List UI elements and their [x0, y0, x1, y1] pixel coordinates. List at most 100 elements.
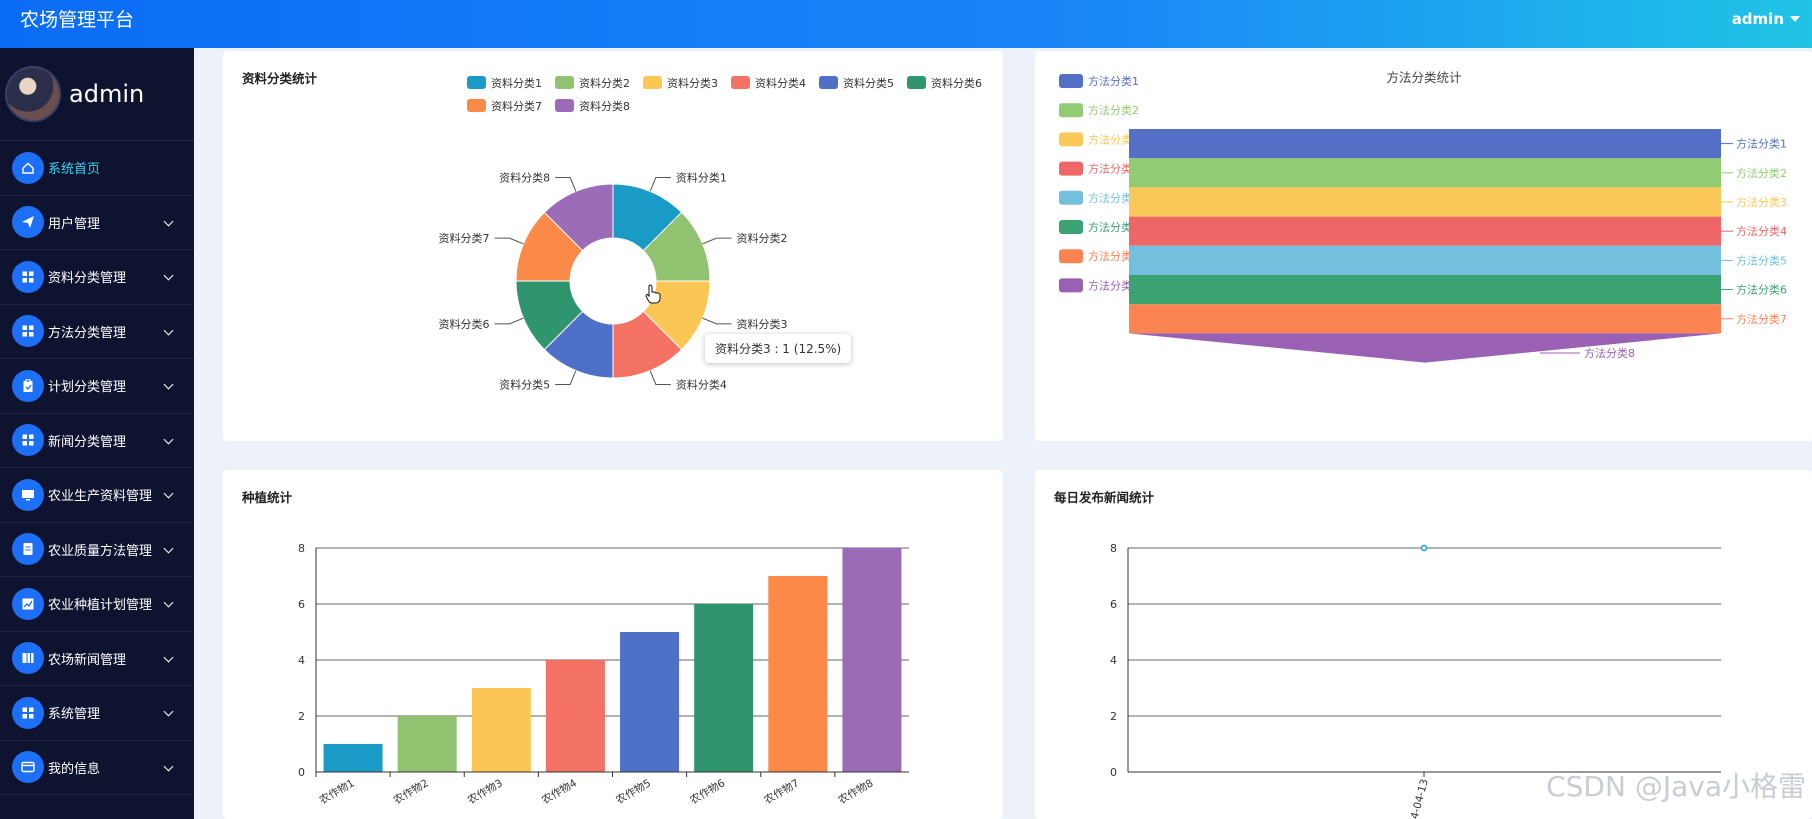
sidebar-item[interactable]: 农场新闻管理: [0, 632, 194, 686]
legend-swatch: [1059, 161, 1083, 176]
y-tick-label: 2: [298, 710, 305, 723]
bar[interactable]: [694, 604, 754, 772]
legend-label: 方法分类4: [1088, 162, 1139, 176]
funnel-chart-panel: 方法分类统计 方法分类1 方法分类2 方法分类3 方法分类4 方法分类5 方法分类6 方法分类…: [1035, 51, 1812, 441]
x-tick-label: 农作物3: [465, 776, 505, 806]
legend-label: 资料分类1: [491, 76, 542, 90]
chevron-down-icon: [163, 434, 174, 444]
grid-icon: [12, 315, 44, 348]
funnel-segment[interactable]: [1129, 304, 1721, 334]
pie-slice[interactable]: [543, 183, 614, 252]
card-icon: [12, 751, 44, 784]
sidebar-item[interactable]: 农业生产资料管理: [0, 468, 194, 523]
funnel-segment[interactable]: [1129, 245, 1721, 275]
bar[interactable]: [545, 660, 605, 772]
sidebar-item-label: 农业种植计划管理: [48, 598, 153, 614]
user-name: admin: [1731, 10, 1784, 28]
sidebar-item[interactable]: 资料分类管理: [0, 250, 194, 305]
pie-label-line: [702, 237, 732, 245]
chevron-down-icon: [163, 761, 174, 771]
sidebar-item[interactable]: 计划分类管理: [0, 359, 194, 414]
funnel-legend-item[interactable]: 方法分类1: [1059, 74, 1139, 88]
pie-legend-item[interactable]: 资料分类7: [467, 99, 542, 113]
sidebar-item[interactable]: 农业种植计划管理: [0, 577, 194, 632]
legend-swatch: [731, 76, 750, 89]
funnel-legend-item[interactable]: 方法分类4: [1059, 161, 1139, 176]
legend-swatch: [467, 76, 486, 89]
line-point[interactable]: [1420, 544, 1428, 552]
chevron-down-icon: [163, 597, 174, 608]
chevron-down-icon: [163, 379, 174, 390]
bar[interactable]: [620, 632, 680, 772]
funnel-segment[interactable]: [1129, 158, 1721, 188]
funnel-legend-item[interactable]: 方法分类8: [1059, 278, 1139, 293]
funnel-segment-label: 方法分类7: [1736, 312, 1787, 326]
bar[interactable]: [323, 744, 383, 772]
funnel-legend-item[interactable]: 方法分类2: [1059, 103, 1139, 118]
chevron-down-icon: [163, 270, 174, 281]
funnel-segment-label: 方法分类5: [1736, 253, 1787, 267]
funnel-segment[interactable]: [1129, 333, 1721, 363]
sidebar-item[interactable]: 用户管理: [0, 196, 194, 250]
legend-label: 方法分类8: [1088, 278, 1139, 292]
sidebar-item[interactable]: 新闻分类管理: [0, 414, 194, 468]
watermark: CSDN @Java小格雷: [1546, 770, 1806, 803]
sidebar-item-label: 农场新闻管理: [48, 652, 127, 668]
funnel-segment[interactable]: [1129, 216, 1721, 246]
funnel-segment[interactable]: [1129, 275, 1721, 305]
y-tick-label: 4: [298, 654, 305, 667]
line-chart: 0 2 4 6 8 04-04-13: [1110, 542, 1721, 819]
legend-swatch: [1059, 190, 1083, 205]
legend-swatch: [467, 99, 486, 112]
sidebar-item-label: 农业生产资料管理: [48, 489, 153, 505]
x-tick-label: 农作物7: [762, 776, 802, 806]
funnel-legend-item[interactable]: 方法分类6: [1059, 220, 1139, 234]
pie-legend-item[interactable]: 资料分类5: [819, 76, 894, 90]
pie-legend-item[interactable]: 资料分类1: [467, 76, 542, 90]
pie-legend-item[interactable]: 资料分类8: [555, 99, 630, 113]
sidebar-item[interactable]: 方法分类管理: [0, 305, 194, 359]
sidebar-item-label: 计划分类管理: [48, 380, 127, 396]
funnel-segment[interactable]: [1129, 187, 1721, 217]
pie-legend-item[interactable]: 资料分类6: [907, 76, 982, 90]
sidebar-item[interactable]: 系统首页: [0, 141, 194, 196]
x-tick-label: 农作物8: [836, 776, 876, 806]
pie-legend-item[interactable]: 资料分类2: [555, 76, 630, 90]
legend-label: 方法分类2: [1088, 103, 1139, 117]
legend-swatch: [1059, 103, 1083, 118]
pie-chart-panel: 资料分类统计 资料分类1 资料分类2 资料分类3 资料分类4 资料分类5 资料分类6 资料分…: [223, 51, 1003, 441]
pie-slice-label: 资料分类2: [736, 231, 787, 245]
pie-label-line: [649, 177, 671, 192]
sidebar-item-label: 系统管理: [48, 707, 101, 723]
app-title: 农场管理平台: [20, 9, 135, 31]
sidebar-item-label: 资料分类管理: [48, 271, 127, 287]
bar[interactable]: [397, 716, 457, 772]
legend-swatch: [907, 76, 926, 89]
pie-legend-item[interactable]: 资料分类3: [643, 76, 718, 90]
sidebar-item[interactable]: 我的信息: [0, 741, 194, 795]
pie-label-line: [494, 317, 524, 325]
funnel-legend-item[interactable]: 方法分类7: [1059, 249, 1139, 264]
y-tick-label: 4: [1110, 654, 1117, 667]
pie-slice-label: 资料分类3: [736, 317, 787, 331]
user-menu[interactable]: admin: [1732, 10, 1800, 28]
sidebar-item[interactable]: 系统管理: [0, 686, 194, 741]
chevron-down-icon: [163, 325, 174, 335]
funnel-segment[interactable]: [1129, 129, 1721, 159]
legend-label: 资料分类3: [667, 76, 718, 90]
funnel-chart-title: 方法分类统计: [1386, 70, 1461, 85]
pie-legend-item[interactable]: 资料分类4: [731, 76, 806, 90]
monitor-icon: [12, 478, 44, 511]
funnel-legend-item[interactable]: 方法分类5: [1059, 190, 1139, 205]
sidebar-menu: 系统首页 用户管理资料分类管理方法分类管理计划分类管理新闻分类管理农业生产资料管理…: [0, 141, 194, 795]
sidebar-item[interactable]: 农业质量方法管理: [0, 523, 194, 577]
bar[interactable]: [842, 548, 902, 772]
bar[interactable]: [768, 576, 828, 772]
legend-swatch: [555, 99, 574, 112]
bar[interactable]: [471, 688, 531, 772]
pie-chart-title: 资料分类统计: [242, 71, 318, 86]
legend-label: 方法分类6: [1088, 220, 1139, 234]
chevron-down-icon: [163, 543, 174, 553]
funnel-legend-item[interactable]: 方法分类3: [1059, 132, 1139, 147]
legend-swatch: [819, 76, 838, 89]
